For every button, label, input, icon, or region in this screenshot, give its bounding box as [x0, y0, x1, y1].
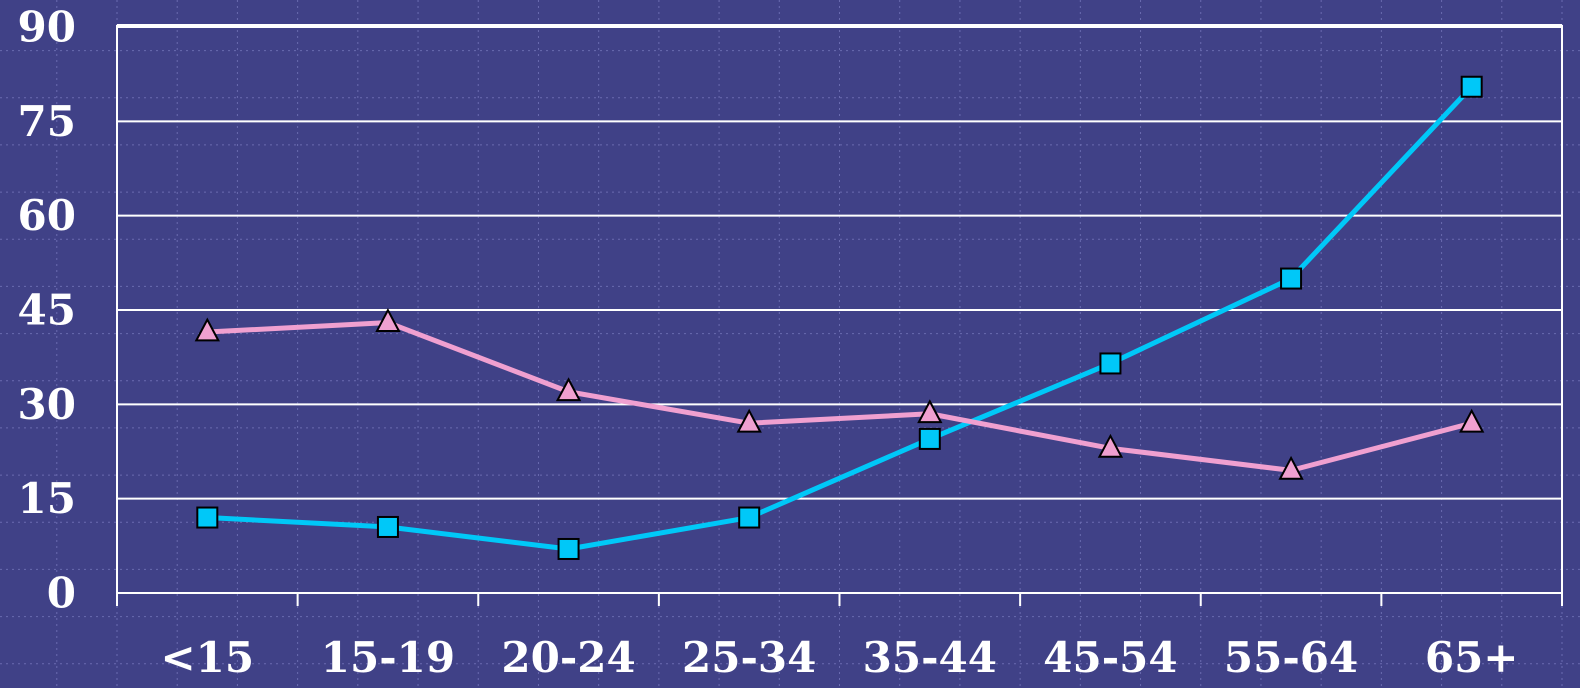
series-2 [194, 308, 1485, 480]
data-point-square [738, 506, 761, 529]
data-point-triangle [917, 399, 943, 424]
y-tick-label: 75 [18, 97, 76, 146]
data-point-triangle [736, 408, 762, 433]
data-point-square [918, 427, 941, 450]
x-tick-label: 35-44 [863, 633, 997, 682]
x-tick-label: 15-19 [321, 633, 455, 682]
series-line [204, 320, 1475, 473]
y-tick-label: 30 [18, 380, 76, 429]
data-point-square [557, 537, 580, 560]
x-tick-label: 25-34 [682, 633, 816, 682]
data-point-square [1460, 75, 1483, 98]
series-1 [196, 75, 1483, 560]
data-point-triangle [1278, 455, 1304, 480]
y-tick-label: 15 [18, 474, 76, 523]
y-tick-label: 90 [18, 3, 76, 52]
x-tick-labels: <15 15-19 20-24 25-34 35-44 45-54 55-64 65+ [160, 633, 1518, 682]
data-point-square [376, 515, 399, 538]
series-line [204, 84, 1475, 552]
data-point-triangle [1097, 433, 1124, 458]
x-tick-label: <15 [160, 633, 254, 682]
y-tick-labels: 0 15 30 45 60 75 90 [18, 3, 76, 618]
data-point-square [1099, 352, 1122, 375]
y-tick-label: 0 [47, 569, 76, 618]
x-tick-label: 20-24 [501, 633, 635, 682]
data-point-triangle [555, 377, 582, 402]
series-layer [194, 75, 1485, 560]
data-point-square [1280, 267, 1303, 290]
data-point-triangle [375, 308, 401, 332]
axes [116, 24, 1563, 606]
y-tick-label: 60 [18, 191, 76, 240]
x-tick-label: 65+ [1425, 633, 1519, 682]
x-tick-label: 55-64 [1224, 633, 1358, 682]
data-point-triangle [1459, 408, 1485, 433]
x-tick-label: 45-54 [1043, 633, 1177, 682]
data-point-square [196, 506, 219, 529]
data-point-triangle [194, 317, 220, 342]
major-grid [117, 26, 1562, 500]
y-tick-label: 45 [18, 286, 76, 335]
